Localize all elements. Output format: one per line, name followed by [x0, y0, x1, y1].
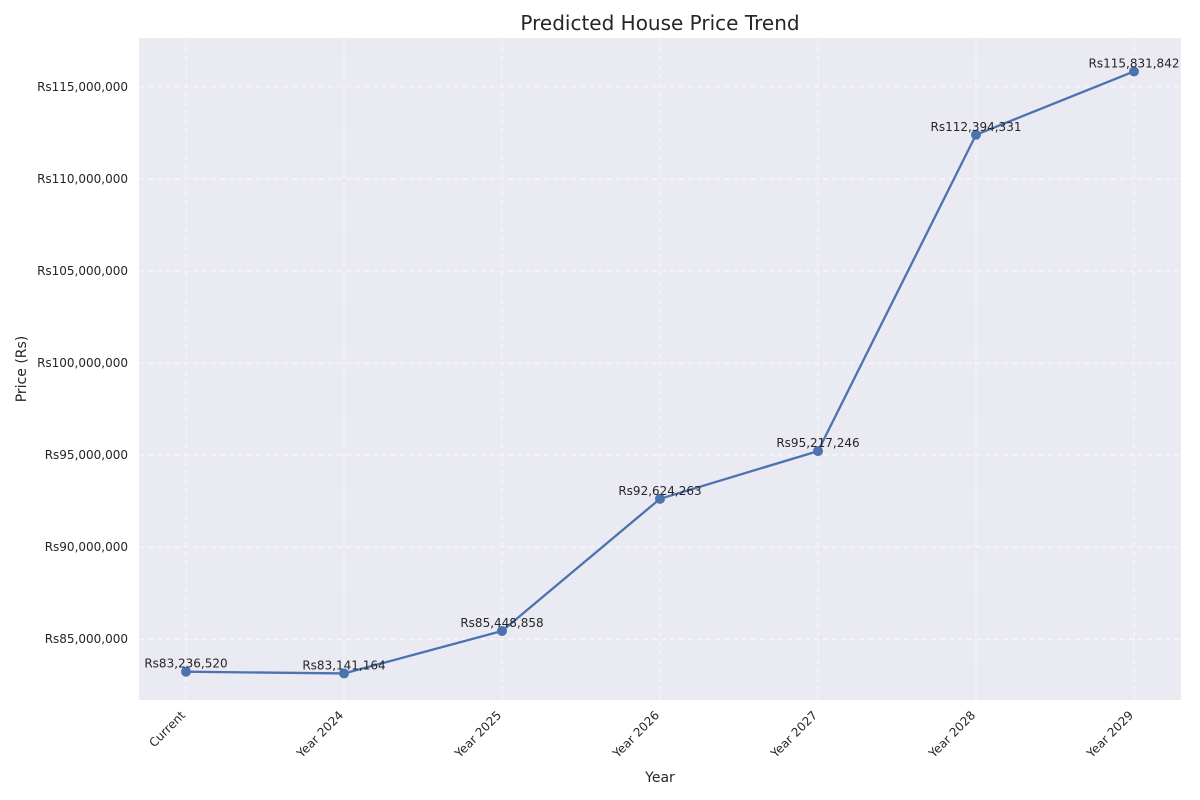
data-point	[497, 625, 507, 636]
x-axis-label: Year	[644, 770, 675, 786]
series-price	[181, 66, 1139, 679]
chart-title: Predicted House Price Trend	[520, 11, 799, 35]
data-point	[655, 493, 665, 504]
y-tick-label: Rs105,000,000	[37, 264, 128, 278]
data-label: Rs83,141,164	[302, 658, 385, 672]
y-tick-label: Rs90,000,000	[45, 540, 128, 554]
y-tick-label: Rs115,000,000	[37, 80, 128, 94]
y-axis-label: Price (Rs)	[14, 336, 30, 403]
data-point	[971, 129, 981, 140]
y-tick-label: Rs110,000,000	[37, 172, 128, 186]
data-label: Rs112,394,331	[931, 120, 1022, 134]
y-tick-label: Rs85,000,000	[45, 632, 128, 646]
y-axis-ticks: Rs85,000,000 Rs90,000,000 Rs95,000,000 Rs10…	[37, 80, 128, 646]
y-tick-label: Rs100,000,000	[37, 356, 128, 370]
data-point	[813, 446, 823, 457]
data-labels: Rs83,236,520 Rs83,141,164 Rs85,448,858 Rs92…	[144, 56, 1179, 672]
data-point	[1129, 66, 1139, 77]
data-label: Rs95,217,246	[776, 436, 859, 450]
data-label: Rs92,624,263	[618, 484, 701, 498]
data-point	[181, 666, 191, 677]
data-point	[339, 668, 349, 679]
data-label: Rs83,236,520	[144, 657, 227, 671]
grid-lines	[139, 38, 1181, 700]
data-label: Rs115,831,842	[1089, 56, 1180, 70]
y-tick-label: Rs95,000,000	[45, 448, 128, 462]
data-label: Rs85,448,858	[460, 616, 543, 630]
